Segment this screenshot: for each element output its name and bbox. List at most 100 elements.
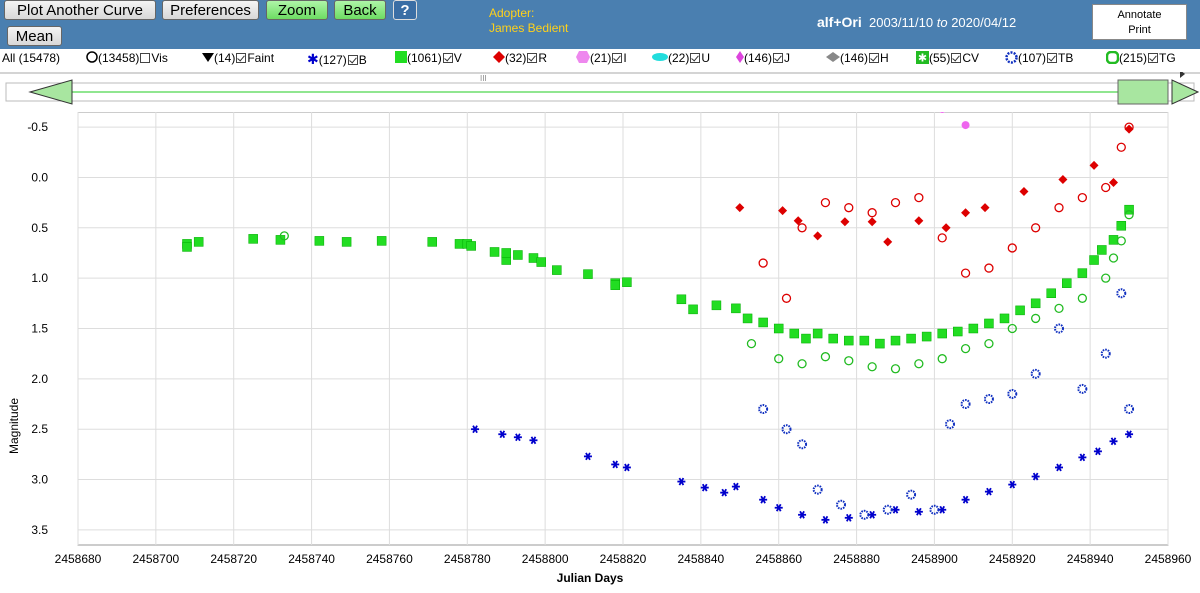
legend-tg-count: (215) (1119, 51, 1148, 65)
legend-j[interactable]: (146) J (736, 51, 790, 65)
i-checkbox[interactable] (612, 53, 623, 63)
point-v (513, 250, 523, 260)
v-checkbox[interactable] (442, 53, 453, 63)
date-to: 2020/04/12 (951, 15, 1017, 30)
legend-u-label: U (701, 51, 711, 65)
point-v (536, 257, 546, 267)
legend-v[interactable]: (1061) V (395, 51, 462, 65)
point-b (821, 515, 830, 524)
legend-u[interactable]: (22) U (652, 51, 710, 65)
point-v (859, 335, 870, 346)
annotate-label: Annotate (1117, 9, 1162, 21)
y-tick-label: 0.0 (31, 170, 48, 184)
cv-checkbox[interactable] (951, 53, 962, 63)
point-b (798, 510, 807, 519)
red-diamond-icon (493, 51, 505, 63)
slider-right-arrow-icon[interactable] (1171, 79, 1200, 105)
vis-checkbox[interactable] (140, 53, 151, 63)
point-tb (1030, 368, 1041, 379)
legend-i-count: (21) (590, 51, 612, 65)
legend-vis[interactable]: (13458) Vis (86, 51, 168, 65)
j-checkbox[interactable] (773, 53, 784, 63)
adopter-label: Adopter: (489, 6, 535, 20)
point-tg (1007, 323, 1017, 334)
point-v (1077, 268, 1088, 278)
point-tr (890, 197, 901, 208)
legend-j-label: J (784, 51, 791, 65)
point-v (789, 328, 800, 339)
zoom-button[interactable]: Zoom (266, 0, 328, 20)
point-v (610, 280, 620, 290)
legend-i[interactable]: (21) I (576, 51, 627, 65)
legend-r-label: R (538, 51, 548, 65)
legend-r[interactable]: (32) R (493, 51, 547, 65)
y-tick-label: 3.0 (31, 473, 48, 487)
point-tr (1007, 243, 1017, 253)
legend-all[interactable]: All (15478) (2, 51, 60, 65)
point-v (193, 237, 204, 247)
point-v (875, 338, 885, 349)
legend-tb[interactable]: (107) TB (1005, 51, 1073, 65)
cv-star-square-icon: ✱ (916, 51, 929, 65)
faint-checkbox[interactable] (236, 53, 247, 63)
point-r (883, 237, 893, 247)
plot-another-curve-button[interactable]: Plot Another Curve (4, 0, 156, 20)
point-v (583, 269, 593, 279)
date-from: 2003/11/10 (868, 15, 934, 30)
slider-left-arrow-icon[interactable] (28, 79, 73, 105)
point-v (1097, 245, 1107, 255)
h-checkbox[interactable] (869, 53, 880, 63)
r-checkbox[interactable] (527, 53, 538, 63)
light-curve-chart[interactable]: 2458680 2458700 2458720 2458740 2458760 24587… (0, 112, 1200, 593)
point-v (1089, 255, 1099, 265)
plot-marks (182, 112, 1135, 524)
legend-tb-label: TB (1058, 51, 1074, 65)
legend-tg[interactable]: (215) TG (1105, 50, 1176, 65)
legend-cv-label: CV (962, 51, 980, 65)
legend-cv[interactable]: ✱ (55) CV (916, 51, 979, 65)
tb-checkbox[interactable] (1047, 53, 1058, 63)
point-v (890, 335, 901, 346)
legend-faint-label: Faint (247, 51, 275, 65)
point-r (1019, 187, 1029, 197)
legend-faint[interactable]: (14) Faint (202, 51, 274, 65)
back-button[interactable]: Back (334, 0, 386, 20)
point-tg (1054, 303, 1064, 314)
legend-h[interactable]: (146) H (826, 51, 889, 65)
point-tg (890, 364, 901, 374)
u-checkbox[interactable] (690, 53, 701, 63)
point-v (937, 328, 947, 339)
x-tick-label: 2458920 (989, 552, 1036, 566)
preferences-button[interactable]: Preferences (162, 0, 259, 20)
annotate-print-button[interactable]: Annotate Print (1092, 4, 1187, 40)
legend-tb-count: (107) (1018, 51, 1047, 65)
point-tb (1007, 388, 1018, 399)
point-tg (1101, 273, 1111, 283)
range-window-handle[interactable] (1117, 79, 1169, 105)
help-button[interactable]: ? (393, 0, 417, 20)
point-r (1109, 177, 1118, 187)
legend-tg-label: TG (1159, 51, 1176, 65)
legend-b[interactable]: ✱(127) B (307, 51, 367, 68)
point-v (801, 333, 811, 344)
point-tb (1116, 288, 1127, 299)
legend-v-label: V (453, 51, 462, 65)
magenta-diamond-icon (736, 51, 744, 63)
legend-j-count: (146) (744, 51, 773, 65)
tg-checkbox[interactable] (1148, 53, 1159, 63)
small-right-arrow-icon[interactable] (1180, 72, 1185, 78)
b-checkbox[interactable] (347, 55, 358, 65)
point-tr (758, 258, 768, 268)
zoom-slider[interactable]: III (0, 72, 1200, 112)
point-v (921, 331, 932, 342)
point-v (999, 313, 1010, 324)
green-square-icon (395, 51, 407, 63)
mean-button[interactable]: Mean (7, 26, 62, 46)
point-b (1078, 453, 1087, 462)
legend-i-label: I (623, 51, 627, 65)
point-tr (1077, 192, 1088, 203)
point-tb (758, 404, 769, 415)
x-tick-label: 2458760 (366, 552, 413, 566)
scroll-grip-icon: III (480, 74, 487, 83)
legend-v-count: (1061) (407, 51, 442, 65)
